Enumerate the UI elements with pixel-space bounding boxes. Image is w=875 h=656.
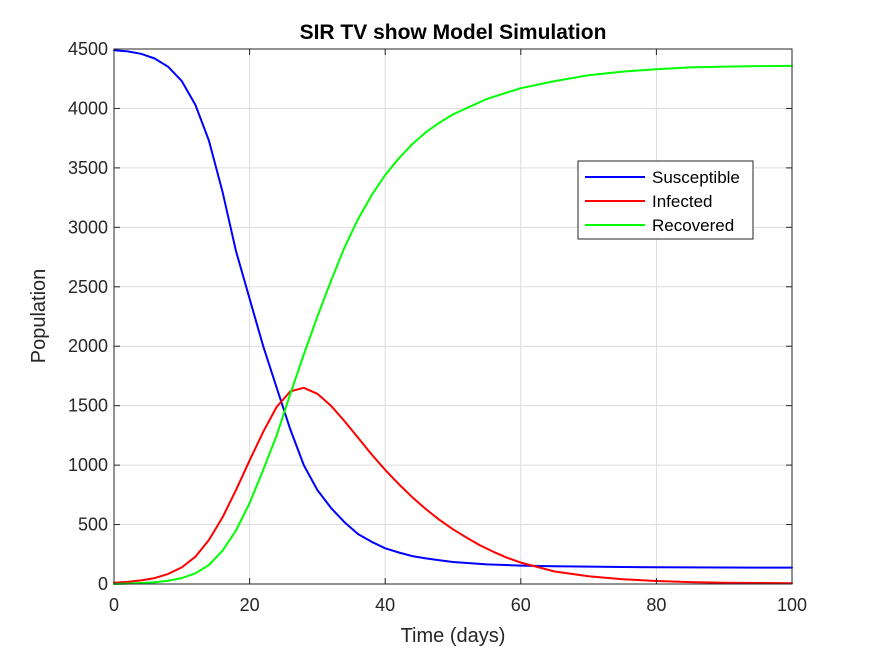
legend-entries: Susceptible Infected Recovered: [585, 168, 740, 235]
x-tick-label: 40: [375, 595, 395, 615]
x-axis-label: Time (days): [401, 625, 506, 647]
y-tick-label: 3500: [68, 158, 108, 178]
y-axis-label: Population: [28, 269, 50, 364]
legend-label-susceptible: Susceptible: [652, 168, 740, 187]
y-tick-label: 4000: [68, 98, 108, 118]
x-tick-label: 0: [109, 595, 119, 615]
y-tick-label: 4500: [68, 39, 108, 59]
y-tick-label: 3000: [68, 217, 108, 237]
legend-label-infected: Infected: [652, 192, 713, 211]
x-tick-label: 80: [646, 595, 666, 615]
grid: [114, 49, 792, 584]
legend: Susceptible Infected Recovered: [577, 160, 754, 240]
y-tick-label: 1000: [68, 455, 108, 475]
y-tick-label: 1500: [68, 396, 108, 416]
y-tick-label: 2000: [68, 336, 108, 356]
legend-label-recovered: Recovered: [652, 216, 734, 235]
series-line-susceptible: [113, 49, 793, 569]
ticks: 0 20 40 60 80 1000500100015002000250030003500…: [68, 39, 807, 615]
series-layer: [113, 49, 793, 585]
series-line-recovered: [113, 64, 793, 585]
series-line-infected: [113, 386, 793, 585]
x-tick-label: 100: [777, 595, 807, 615]
x-tick-label: 60: [511, 595, 531, 615]
plot-frame: [113, 48, 793, 585]
chart-title: SIR TV show Model Simulation: [300, 21, 607, 44]
y-tick-label: 500: [78, 515, 108, 535]
y-tick-label: 2500: [68, 277, 108, 297]
x-tick-label: 20: [240, 595, 260, 615]
y-tick-label: 0: [98, 574, 108, 594]
